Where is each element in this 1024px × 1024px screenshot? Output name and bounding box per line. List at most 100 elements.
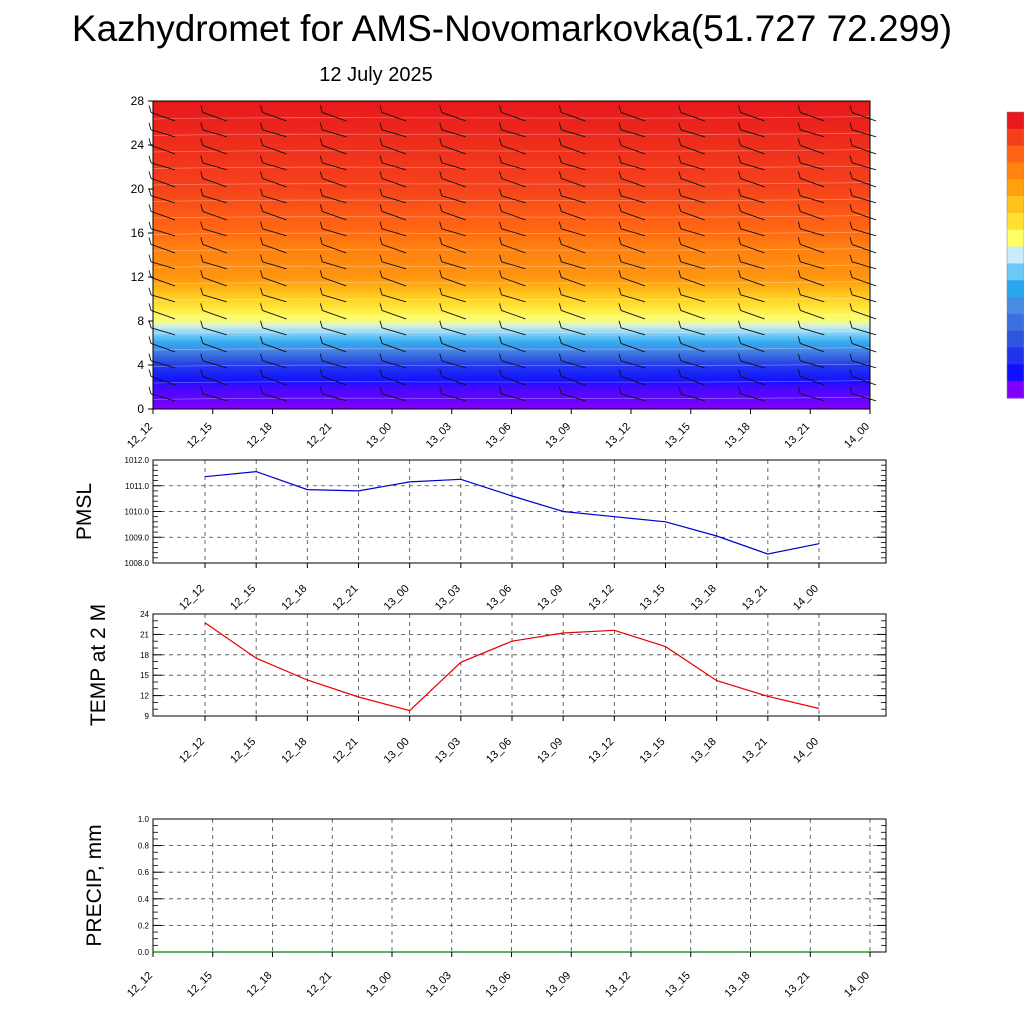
wind-barb-flag xyxy=(678,155,682,163)
wind-barb-flag xyxy=(797,369,801,377)
wind-barb-flag xyxy=(148,369,152,377)
x-tick-label: 12_21 xyxy=(304,970,334,1000)
wind-barb-shaft xyxy=(322,261,347,270)
wind-barb-shaft xyxy=(150,342,176,353)
x-tick-label: 13_09 xyxy=(543,970,573,1000)
y-tick-label: 1.0 xyxy=(138,815,150,824)
wind-barb-flag xyxy=(797,221,801,229)
wind-barb-flag xyxy=(797,105,801,113)
wind-barb-flag xyxy=(618,386,622,394)
wind-barb-shaft xyxy=(150,327,176,336)
wind-barb-shaft xyxy=(202,111,227,122)
wind-barb-flag xyxy=(678,171,682,179)
wind-barb-flag xyxy=(618,287,622,295)
wind-barb-shaft xyxy=(322,294,347,303)
wind-barb-shaft xyxy=(740,177,765,188)
wind-barb-shaft xyxy=(800,243,825,254)
wind-barb-shaft xyxy=(150,393,176,402)
wind-barb-shaft xyxy=(800,144,825,155)
wind-barb-flag xyxy=(678,122,682,130)
y-axis-title: PRECIP, mm xyxy=(83,824,106,946)
wind-barb-flag xyxy=(849,237,853,245)
wind-barb-flag xyxy=(148,287,152,295)
wind-barb-shaft xyxy=(800,276,825,287)
wind-barb-shaft xyxy=(501,195,526,204)
wind-barb-flag xyxy=(319,287,323,295)
wind-barb-flag xyxy=(558,353,562,361)
wind-barb-shaft xyxy=(800,342,825,353)
wind-barb-shaft xyxy=(740,261,765,270)
wind-barb-shaft xyxy=(150,195,176,204)
wind-barb-flag xyxy=(439,287,443,295)
wind-barb-shaft xyxy=(150,294,176,303)
x-tick-label: 13_06 xyxy=(484,736,514,766)
wind-barb-flag xyxy=(379,254,383,262)
wind-barb-shaft xyxy=(561,309,586,320)
wind-barb-flag xyxy=(558,254,562,262)
wind-barb-flag xyxy=(379,353,383,361)
wind-barb-shaft xyxy=(150,243,176,254)
wind-barb-flag xyxy=(439,171,443,179)
wind-barb-shaft xyxy=(620,294,646,303)
wind-barb-shaft xyxy=(501,342,526,353)
wind-barb-flag xyxy=(738,287,741,295)
precipitation-panel: 0.0 0.2 0.4 0.6 0.8 1.0 12_12 12_15 12_18 12_21 13… xyxy=(83,815,887,1000)
wind-barb-flag xyxy=(678,221,682,229)
colorbar-swatch xyxy=(1007,179,1024,197)
heatmap-x-tick-label: 14_00 xyxy=(842,421,872,451)
y-tick-label: 1008.0 xyxy=(125,559,150,568)
wind-barb-shaft xyxy=(262,360,287,369)
wind-barb-flag xyxy=(379,237,383,245)
wind-barb-flag xyxy=(849,171,853,179)
colorbar-swatch xyxy=(1007,212,1024,231)
wind-barb-flag xyxy=(379,270,383,278)
wind-barb-flag xyxy=(439,138,443,146)
wind-barb-flag xyxy=(558,171,562,179)
wind-barb-shaft xyxy=(620,309,646,320)
wind-barb-flag xyxy=(618,254,622,262)
wind-barb-flag xyxy=(148,254,152,262)
wind-barb-shaft xyxy=(441,243,466,254)
x-tick-label: 12_15 xyxy=(228,583,258,613)
x-tick-label: 13_12 xyxy=(586,583,616,613)
wind-barb-flag xyxy=(200,336,204,344)
heatmap-x-tick-label: 13_18 xyxy=(723,421,753,451)
wind-barb-shaft xyxy=(322,210,347,221)
wind-barb-flag xyxy=(439,237,443,245)
wind-barb-flag xyxy=(618,221,622,229)
wind-barb-shaft xyxy=(680,129,705,138)
x-tick-label: 14_00 xyxy=(791,736,821,766)
wind-barb-shaft xyxy=(381,327,407,336)
wind-barb-shaft xyxy=(501,309,526,320)
wind-barb-shaft xyxy=(680,276,705,287)
wind-barb-flag xyxy=(618,204,622,212)
wind-barb-shaft xyxy=(150,162,176,171)
series-line xyxy=(204,470,820,555)
wind-barb-shaft xyxy=(561,375,586,386)
wind-barb-shaft xyxy=(680,261,705,270)
wind-barb-shaft xyxy=(851,144,877,155)
wind-barb-shaft xyxy=(262,393,287,402)
wind-barb-flag xyxy=(200,155,204,163)
wind-barb-shaft xyxy=(620,177,646,188)
wind-barb-flag xyxy=(849,254,853,262)
wind-barb-flag xyxy=(439,270,443,278)
wind-barb-shaft xyxy=(202,309,227,320)
wind-barb-flag xyxy=(379,122,383,130)
wind-barb-flag xyxy=(260,122,263,130)
wind-barb-flag xyxy=(849,320,853,328)
contour-line xyxy=(152,149,871,153)
colorbar-swatch xyxy=(1007,145,1024,164)
wind-barb-flag xyxy=(200,369,204,377)
wind-barb-shaft xyxy=(800,162,825,171)
wind-barb-shaft xyxy=(202,327,227,336)
wind-barb-shaft xyxy=(501,129,526,138)
wind-barb-flag xyxy=(797,287,801,295)
wind-barb-shaft xyxy=(851,129,877,138)
wind-barb-shaft xyxy=(262,210,287,221)
wind-barb-flag xyxy=(678,369,682,377)
x-tick-label: 13_03 xyxy=(424,970,454,1000)
x-tick-label: 12_18 xyxy=(279,736,309,766)
wind-barb-flag xyxy=(200,221,204,229)
wind-barb-shaft xyxy=(680,360,705,369)
